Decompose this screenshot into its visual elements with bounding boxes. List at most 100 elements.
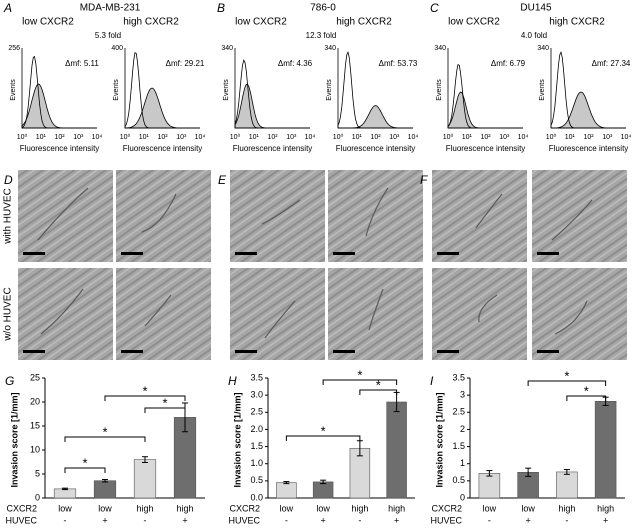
y-tick-label: 3 (460, 390, 465, 400)
x-tick-label-2: - (285, 515, 288, 525)
x-tick-label: 10¹ (139, 134, 150, 141)
x-tick-label: 10² (480, 134, 491, 141)
significance-bracket (285, 435, 361, 441)
significance-bracket (566, 395, 607, 401)
bar (478, 473, 501, 499)
group-label: high CXCR2 (123, 17, 179, 28)
significance-star: * (357, 367, 362, 382)
y-label: Events (223, 79, 230, 101)
x-tick-label: low (316, 503, 330, 513)
fold-change: 12.3 fold (306, 31, 337, 40)
x-tick-label-2: + (320, 515, 325, 525)
x-tick-label-2: - (144, 515, 147, 525)
micrograph (532, 170, 627, 262)
y-tick-label: 0 (35, 492, 40, 502)
x-label: Fluorescence intensity (233, 144, 313, 153)
x-tick-label: high (136, 503, 153, 513)
panel-letter: I (430, 374, 434, 388)
y-tick-label: 10 (30, 444, 40, 454)
significance-bracket (64, 467, 106, 473)
cell-outline (261, 199, 301, 225)
x-tick-label: low (58, 503, 72, 513)
y-tick-label: 1.5 (452, 441, 465, 451)
x-tick-label: 10² (54, 134, 65, 141)
x-tick-label-2: - (565, 515, 568, 525)
scale-bar (537, 252, 559, 255)
x-tick-label: high (176, 503, 193, 513)
row-label: w/o HUVEC (3, 287, 14, 341)
x-tick-label: 10⁰ (443, 133, 454, 141)
significance-star: * (376, 377, 381, 392)
x-tick-label: 10⁴ (195, 134, 206, 141)
histogram-high (234, 83, 310, 129)
scale-bar (121, 252, 143, 255)
x-label: Fluorescence intensity (336, 144, 416, 153)
x-tick-label: 10⁴ (408, 134, 419, 141)
bar (53, 488, 77, 499)
significance-bracket (104, 395, 186, 401)
y-tick-label: 1.5 (250, 441, 263, 451)
histogram-high (124, 87, 200, 129)
bar (133, 459, 157, 499)
significance-bracket (359, 389, 398, 395)
panel-letter: G (5, 374, 14, 388)
micrograph (328, 268, 423, 360)
x-tick-label: 10⁴ (92, 134, 103, 141)
x-tick-label-2: - (358, 515, 361, 525)
panel-letter: F (420, 173, 428, 187)
x-label: Fluorescence intensity (446, 144, 526, 153)
y-tick-label: 1.0 (250, 458, 263, 468)
significance-bracket (64, 436, 146, 442)
x-label: Fluorescence intensity (123, 144, 203, 153)
cell-outline (37, 187, 89, 241)
row-label: HUVEC (5, 515, 37, 525)
y-tick-label: 25 (30, 372, 40, 382)
dmf-label: Δmf: 5.11 (65, 59, 99, 68)
x-tick-label-2: + (102, 515, 107, 525)
x-tick-label: 10³ (602, 134, 613, 141)
x-tick-label: high (388, 503, 405, 513)
y-label: Events (539, 79, 546, 101)
bar (556, 471, 578, 499)
fold-change: 5.3 fold (95, 31, 121, 40)
y-tick-label: 1 (460, 458, 465, 468)
dmf-label: Δmf: 29.21 (166, 59, 205, 68)
bar (93, 480, 117, 499)
group-label: high CXCR2 (549, 17, 605, 28)
significance-star: * (564, 368, 569, 383)
significance-star: * (321, 423, 326, 438)
histogram-high (338, 105, 413, 129)
x-tick-label: 10³ (176, 134, 187, 141)
y-tick-label: 0 (460, 492, 465, 502)
x-tick-label: 10³ (73, 134, 84, 141)
y-tick-label: 0.5 (250, 475, 263, 485)
cell-line: 786-0 (310, 3, 336, 14)
x-tick-label: 10¹ (352, 134, 363, 141)
x-tick-label: low (98, 503, 112, 513)
histogram-high (21, 83, 97, 129)
y-tick-label: 0.0 (250, 492, 263, 502)
x-tick-label: low (483, 503, 497, 513)
x-tick-label: 10⁰ (120, 133, 131, 141)
y-max-label: 340 (434, 45, 446, 52)
x-tick-label: high (597, 503, 614, 513)
y-tick-label: 3.5 (250, 372, 263, 382)
panel-letter: A (3, 1, 12, 15)
cell-line: MDA-MB-231 (80, 3, 141, 14)
cell-outline (264, 300, 296, 339)
x-tick-label-2: + (525, 515, 530, 525)
row-label: HUVEC (430, 515, 462, 525)
micrograph (116, 268, 211, 360)
significance-bracket (322, 379, 398, 385)
x-tick-label: 10² (370, 134, 381, 141)
row-label: with HUVEC (3, 188, 14, 245)
x-tick-label: 10⁴ (305, 134, 316, 141)
cell-outline (368, 288, 384, 331)
scale-bar (333, 350, 355, 353)
x-tick-label: high (558, 503, 575, 513)
y-tick-label: 20 (30, 396, 40, 406)
y-label: Invasion score [1/mm] (232, 392, 242, 487)
y-max-label: 400 (111, 45, 123, 52)
cell-outline (141, 193, 177, 233)
dmf-label: Δmf: 27.34 (592, 59, 631, 68)
